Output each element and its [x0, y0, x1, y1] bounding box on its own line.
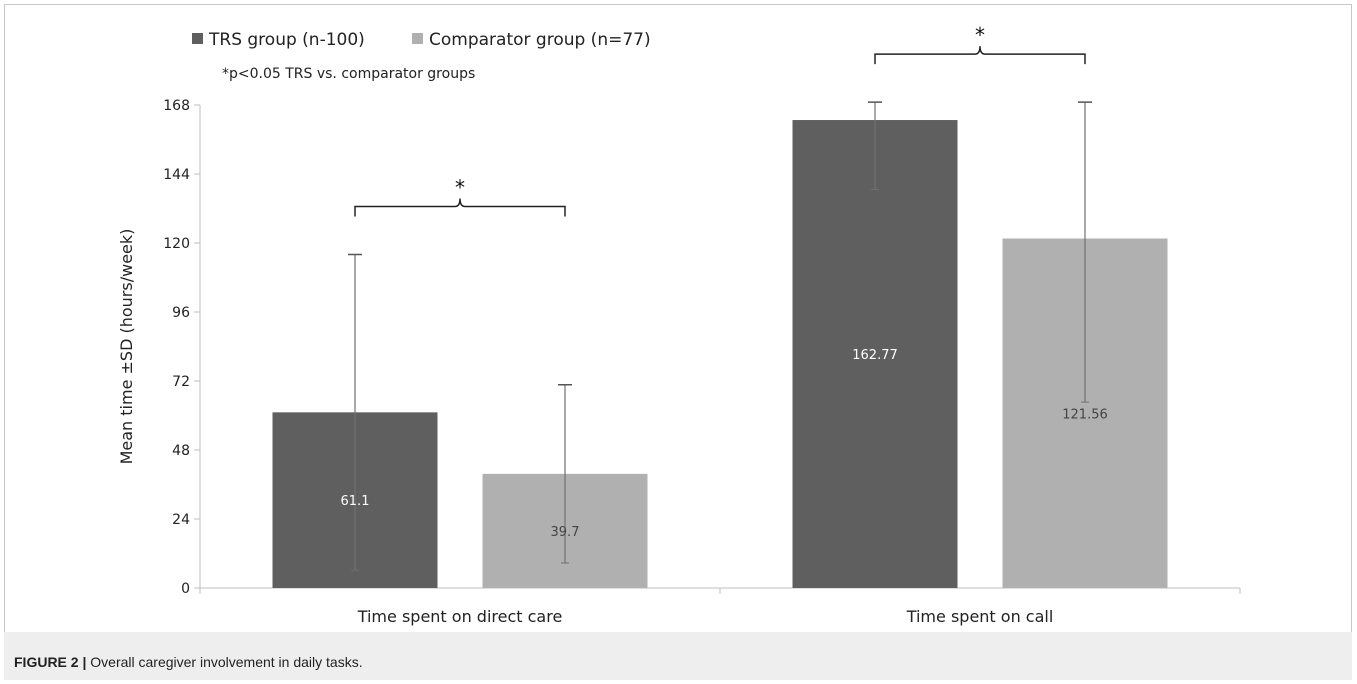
y-axis: 0 24 48 72 96 120 144 168 — [163, 98, 201, 597]
figure-caption: FIGURE 2 | Overall caregiver involvement… — [14, 654, 363, 670]
y-tick-label: 24 — [172, 512, 190, 528]
legend-swatch — [192, 33, 203, 44]
bar-series — [272, 120, 1168, 588]
bar-chart: TRS group (n-100) Comparator group (n=77)… — [117, 23, 1241, 626]
y-tick-label: 120 — [163, 236, 190, 252]
error-bars — [348, 101, 1092, 571]
y-tick-label: 48 — [172, 443, 190, 459]
legend-swatch — [412, 33, 423, 44]
y-tick-label: 144 — [163, 167, 190, 183]
bar-value-label: 39.7 — [551, 525, 580, 540]
y-tick-label: 96 — [172, 305, 190, 321]
y-tick-label: 168 — [163, 98, 190, 114]
figure-caption-text: Overall caregiver involvement in daily t… — [90, 654, 363, 670]
significance-brackets: ** — [354, 23, 1086, 217]
bar-value-label: 162.77 — [852, 348, 898, 363]
significance-star: * — [455, 176, 465, 200]
value-labels: 61.1 39.7 162.77 121.56 — [341, 348, 1108, 540]
chart-legend: TRS group (n-100) Comparator group (n=77) — [192, 30, 651, 50]
bar — [792, 120, 958, 588]
caption-bar — [4, 632, 1352, 680]
y-axis-label: Mean time ±SD (hours/week) — [117, 229, 136, 465]
bar-value-label: 61.1 — [341, 494, 370, 509]
legend-label: Comparator group (n=77) — [429, 30, 651, 50]
y-tick-label: 72 — [172, 374, 190, 390]
y-tick-label: 0 — [181, 581, 190, 597]
bar-value-label: 121.56 — [1062, 407, 1108, 422]
x-category-label: Time spent on call — [906, 607, 1054, 626]
significance-star: * — [975, 23, 985, 47]
significance-bracket — [354, 198, 566, 217]
figure-label: FIGURE 2 | — [14, 654, 87, 670]
x-category-label: Time spent on direct care — [357, 607, 563, 626]
significance-bracket — [874, 46, 1086, 65]
significance-note: *p<0.05 TRS vs. comparator groups — [222, 66, 475, 82]
legend-label: TRS group (n-100) — [208, 30, 365, 50]
x-axis: Time spent on direct care Time spent on c… — [199, 587, 1241, 626]
